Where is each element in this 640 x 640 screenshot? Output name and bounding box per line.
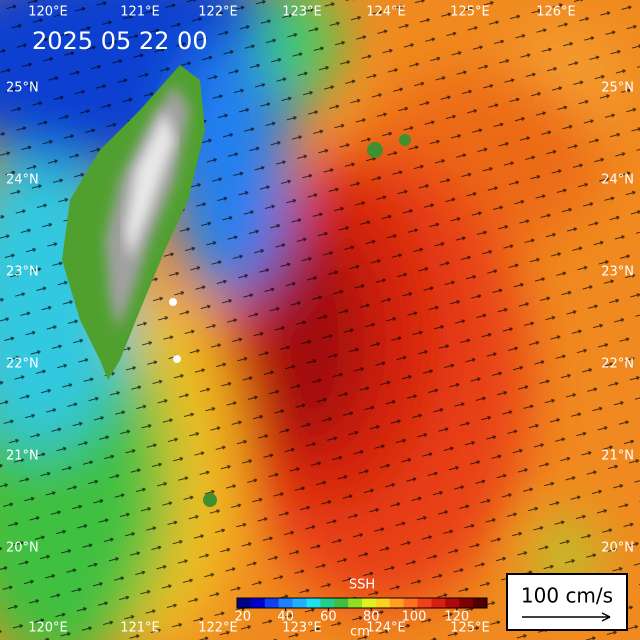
lat-label: 25°N — [601, 81, 634, 96]
colorbar-tick-label: 60 — [320, 610, 337, 625]
colorbar-swatch — [264, 598, 280, 608]
colorbar-swatch — [431, 598, 446, 608]
lon-label: 124°E — [366, 5, 406, 20]
lat-label: 22°N — [6, 357, 39, 372]
lon-label: 126°E — [536, 5, 576, 20]
lon-label: 125°E — [450, 621, 490, 636]
colorbar-swatch — [278, 598, 294, 608]
lat-label: 20°N — [601, 541, 634, 556]
colorbar-tick-label: 40 — [277, 610, 294, 625]
colorbar-frame — [236, 597, 488, 609]
lat-label: 25°N — [6, 81, 39, 96]
colorbar-swatch — [292, 598, 307, 608]
lat-label: 24°N — [6, 173, 39, 188]
colorbar-swatch — [389, 598, 405, 608]
lat-label: 22°N — [601, 357, 634, 372]
lon-label: 121°E — [120, 621, 160, 636]
colorbar-swatch — [417, 598, 432, 608]
lon-label: 124°E — [366, 621, 406, 636]
colorbar-tick-label: 20 — [235, 610, 252, 625]
scale-box: 100 cm/s — [506, 573, 628, 631]
lat-label: 20°N — [6, 541, 39, 556]
colorbar-swatch — [334, 598, 349, 608]
colorbar-swatch — [250, 598, 266, 608]
lat-label: 24°N — [601, 173, 634, 188]
colorbar-swatch — [320, 598, 335, 608]
lat-label: 21°N — [6, 449, 39, 464]
colorbar-swatch — [237, 598, 252, 608]
lon-label: 123°E — [282, 5, 322, 20]
lon-label: 120°E — [28, 621, 68, 636]
colorbar-swatch — [473, 598, 488, 608]
colorbar-label: SSH — [349, 578, 375, 593]
colorbar-swatch — [403, 598, 419, 608]
colorbar-swatch — [445, 598, 460, 608]
lon-label: 122°E — [198, 5, 238, 20]
lon-label: 125°E — [450, 5, 490, 20]
colorbar-tick-label: 120 — [444, 610, 469, 625]
lon-label: 120°E — [28, 5, 68, 20]
colorbar: SSH 20 40 60 80 100 120 cm — [235, 578, 488, 640]
colorbar-swatch — [459, 598, 474, 608]
scale-label: 100 cm/s — [521, 584, 613, 608]
colorbar-swatch — [306, 598, 321, 608]
lon-label: 122°E — [198, 621, 238, 636]
colorbar-swatch — [362, 598, 377, 608]
colorbar-tick-label: 100 — [402, 610, 427, 625]
taiwan-island — [62, 65, 411, 507]
lon-label: 123°E — [282, 621, 322, 636]
map-title: 2025 05 22 00 — [32, 27, 208, 55]
lon-label: 121°E — [120, 5, 160, 20]
colorbar-unit: cm — [350, 625, 370, 640]
lat-label: 23°N — [601, 265, 634, 280]
colorbar-tick-label: 80 — [363, 610, 380, 625]
lat-label: 23°N — [6, 265, 39, 280]
colorbar-swatch — [348, 598, 363, 608]
colorbar-swatch — [375, 598, 391, 608]
lat-label: 21°N — [601, 449, 634, 464]
